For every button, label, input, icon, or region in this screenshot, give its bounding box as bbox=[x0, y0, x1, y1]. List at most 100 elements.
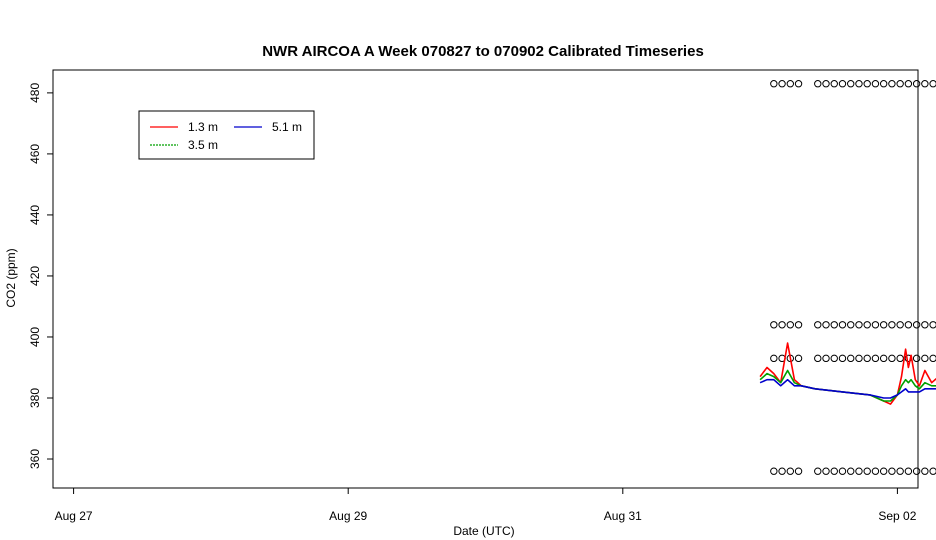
reference-marker bbox=[921, 354, 929, 363]
reference-marker bbox=[855, 467, 863, 475]
reference-marker bbox=[847, 354, 855, 363]
reference-marker bbox=[770, 354, 778, 363]
reference-marker bbox=[929, 80, 936, 88]
reference-marker bbox=[794, 80, 803, 88]
reference-marker bbox=[814, 80, 822, 88]
reference-marker bbox=[896, 321, 904, 329]
reference-marker bbox=[871, 354, 880, 363]
reference-marker bbox=[822, 467, 830, 475]
reference-marker bbox=[879, 467, 888, 475]
reference-marker bbox=[794, 354, 803, 363]
y-tick-label-380: 380 bbox=[28, 388, 42, 408]
x-axis-label: Date (UTC) bbox=[453, 524, 514, 538]
reference-marker bbox=[838, 467, 847, 475]
reference-marker bbox=[778, 321, 786, 329]
series-lines bbox=[759, 342, 936, 405]
legend-label-1-3m: 1.3 m bbox=[188, 120, 218, 134]
legend-label-5-1m: 5.1 m bbox=[272, 120, 302, 134]
x-tick-label: Aug 27 bbox=[55, 509, 93, 523]
reference-marker bbox=[888, 321, 896, 329]
reference-marker bbox=[896, 354, 904, 363]
y-axis: 360 380 400 420 440 460 480 bbox=[28, 83, 53, 469]
x-axis: Aug 27 Aug 29 Aug 31 Sep 02 bbox=[55, 488, 917, 523]
reference-marker bbox=[863, 321, 871, 329]
reference-marker bbox=[904, 467, 913, 475]
reference-marker bbox=[929, 467, 936, 475]
legend-label-3-5m: 3.5 m bbox=[188, 138, 218, 152]
x-tick-label: Aug 29 bbox=[329, 509, 367, 523]
reference-marker bbox=[863, 467, 871, 475]
reference-marker bbox=[904, 321, 913, 329]
reference-marker bbox=[912, 80, 921, 88]
x-tick-label: Aug 31 bbox=[604, 509, 642, 523]
reference-marker bbox=[896, 80, 904, 88]
reference-marker bbox=[921, 467, 929, 475]
reference-marker bbox=[879, 80, 888, 88]
reference-marker bbox=[912, 467, 921, 475]
reference-marker bbox=[830, 321, 838, 329]
reference-marker bbox=[929, 354, 936, 363]
series-line-3-5-m bbox=[759, 369, 936, 402]
reference-marker bbox=[929, 321, 936, 329]
reference-marker bbox=[888, 80, 896, 88]
reference-marker bbox=[855, 80, 863, 88]
reference-marker bbox=[794, 321, 803, 329]
y-tick-label-420: 420 bbox=[28, 266, 42, 286]
reference-marker bbox=[822, 354, 830, 363]
reference-marker bbox=[830, 354, 838, 363]
legend-box bbox=[138, 110, 315, 160]
reference-marker bbox=[814, 354, 822, 363]
reference-marker bbox=[794, 467, 803, 475]
reference-marker bbox=[786, 80, 795, 88]
reference-marker bbox=[847, 321, 855, 329]
reference-marker bbox=[912, 321, 921, 329]
plot-frame bbox=[52, 69, 919, 489]
reference-marker bbox=[814, 467, 822, 475]
reference-marker bbox=[871, 467, 880, 475]
reference-marker bbox=[786, 467, 795, 475]
reference-marker bbox=[814, 321, 822, 329]
reference-markers bbox=[770, 80, 936, 475]
reference-marker bbox=[879, 354, 888, 363]
reference-marker bbox=[888, 354, 896, 363]
reference-marker bbox=[838, 321, 847, 329]
x-tick-label: Sep 02 bbox=[878, 509, 916, 523]
reference-marker bbox=[921, 80, 929, 88]
reference-marker bbox=[847, 467, 855, 475]
series-line-5-1-m bbox=[759, 378, 936, 399]
reference-marker bbox=[863, 80, 871, 88]
reference-marker bbox=[770, 467, 778, 475]
reference-marker bbox=[896, 467, 904, 475]
reference-marker bbox=[888, 467, 896, 475]
reference-marker bbox=[912, 354, 921, 363]
reference-marker bbox=[770, 321, 778, 329]
y-tick-label-480: 480 bbox=[28, 83, 42, 103]
reference-marker bbox=[822, 80, 830, 88]
reference-marker bbox=[879, 321, 888, 329]
y-axis-label: CO2 (ppm) bbox=[4, 248, 18, 307]
reference-marker bbox=[921, 321, 929, 329]
reference-marker bbox=[822, 321, 830, 329]
reference-marker bbox=[838, 80, 847, 88]
reference-marker bbox=[855, 354, 863, 363]
reference-marker bbox=[838, 354, 847, 363]
series-line-1-3-m bbox=[759, 342, 936, 405]
reference-marker bbox=[770, 80, 778, 88]
chart-title: NWR AIRCOA A Week 070827 to 070902 Calib… bbox=[262, 43, 704, 60]
legend: 1.3 m 5.1 m 3.5 m bbox=[138, 110, 315, 160]
reference-marker bbox=[871, 321, 880, 329]
reference-marker bbox=[904, 80, 913, 88]
y-tick-label-400: 400 bbox=[28, 327, 42, 347]
reference-marker bbox=[863, 354, 871, 363]
reference-marker bbox=[778, 467, 786, 475]
y-tick-label-360: 360 bbox=[28, 449, 42, 469]
y-tick-label-460: 460 bbox=[28, 144, 42, 164]
reference-marker bbox=[871, 80, 880, 88]
reference-marker bbox=[855, 321, 863, 329]
reference-marker bbox=[830, 80, 838, 88]
reference-marker bbox=[830, 467, 838, 475]
reference-marker bbox=[778, 80, 786, 88]
reference-marker bbox=[786, 321, 795, 329]
y-tick-label-440: 440 bbox=[28, 205, 42, 225]
